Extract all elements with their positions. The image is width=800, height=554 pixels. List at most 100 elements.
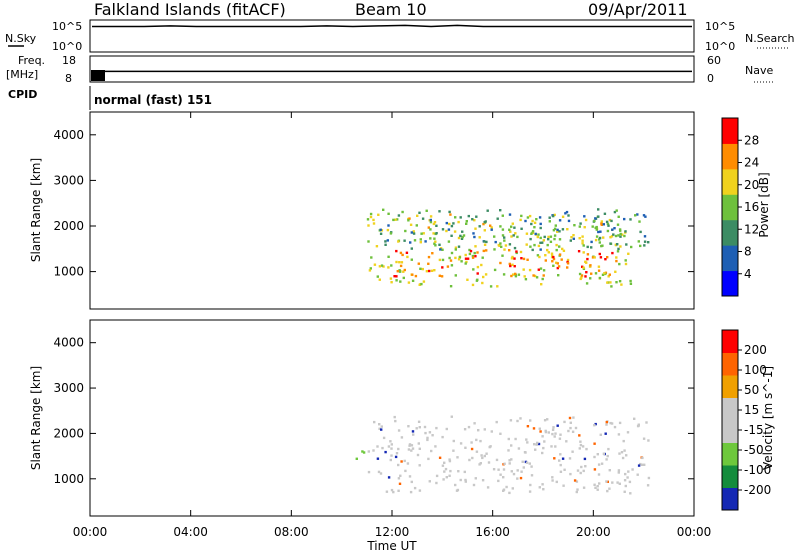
echo-cell: [613, 210, 617, 214]
echo-cell: [567, 219, 571, 223]
echo-cell: [502, 488, 506, 491]
echo-cell: [585, 447, 588, 451]
echo-cell: [475, 215, 478, 218]
echo-cell: [594, 238, 598, 242]
echo-cell: [448, 458, 451, 461]
velocity-yticks: 1000 2000 3000 4000: [53, 336, 694, 486]
echo-cell: [378, 423, 381, 426]
echo-cell: [585, 282, 589, 285]
echo-cell: [453, 230, 457, 233]
echo-cell: [544, 254, 547, 257]
echo-cell: [589, 277, 592, 280]
date-label: 09/Apr/2011: [588, 0, 688, 19]
echo-cell: [450, 264, 454, 267]
echo-cell: [638, 220, 641, 223]
echo-cell: [508, 462, 511, 465]
echo-cell: [623, 449, 626, 452]
echo-cell: [495, 458, 499, 462]
echo-cell: [411, 279, 415, 282]
echo-cell: [479, 462, 482, 465]
echo-cell: [553, 227, 557, 230]
echo-cell: [550, 252, 554, 255]
echo-cell: [503, 236, 506, 239]
echo-cell: [593, 442, 596, 445]
echo-cell: [492, 468, 496, 471]
echo-cell: [443, 470, 446, 473]
echo-cell: [521, 460, 524, 463]
echo-cell: [389, 277, 393, 280]
echo-cell: [637, 240, 640, 243]
echo-cell: [605, 480, 608, 483]
echo-cell: [582, 486, 586, 489]
echo-cell: [524, 451, 527, 454]
colorbar-swatch: [722, 118, 738, 144]
echo-cell: [408, 475, 412, 478]
echo-cell: [552, 214, 555, 218]
echo-cell: [562, 249, 566, 252]
echo-cell: [558, 230, 561, 233]
echo-cell: [533, 274, 537, 278]
echo-cell: [487, 461, 491, 464]
echo-cell: [598, 236, 602, 240]
echo-cell: [471, 256, 475, 259]
echo-cell: [457, 258, 461, 261]
echo-cell: [593, 424, 596, 427]
echo-cell: [435, 474, 439, 478]
echo-cell: [641, 456, 644, 460]
echo-cell: [510, 235, 513, 238]
colorbar-swatch: [722, 245, 738, 272]
xtick-label: 04:00: [173, 525, 208, 539]
echo-cell: [457, 236, 461, 240]
echo-cell: [608, 218, 612, 222]
echo-cell: [471, 456, 474, 460]
echo-cell: [440, 275, 444, 278]
echo-cell: [468, 248, 471, 252]
colorbar-swatch: [722, 270, 738, 297]
echo-cell: [603, 212, 607, 215]
echo-cell: [569, 472, 572, 476]
echo-cell: [615, 209, 618, 212]
echo-cell: [454, 216, 457, 219]
echo-cell: [561, 457, 565, 460]
echo-cell: [448, 222, 451, 226]
echo-cell: [421, 267, 424, 271]
colorbar-tick-label: -200: [744, 483, 771, 497]
echo-cell: [392, 218, 395, 222]
echo-cell: [556, 230, 559, 233]
echo-cell: [469, 249, 473, 253]
echo-cell: [617, 234, 620, 237]
echo-cell: [520, 227, 523, 230]
echo-cell: [394, 218, 397, 221]
echo-cell: [567, 214, 570, 217]
echo-cell: [586, 257, 589, 261]
echo-cell: [379, 472, 383, 475]
echo-cell: [501, 254, 504, 257]
echo-cell: [515, 251, 518, 255]
echo-cell: [565, 440, 568, 443]
echo-cell: [540, 283, 543, 286]
echo-cell: [607, 275, 610, 278]
echo-cell: [390, 281, 393, 284]
echo-cell: [448, 210, 451, 214]
echo-cell: [399, 280, 402, 283]
echo-cell: [604, 432, 607, 435]
echo-cell: [597, 215, 600, 218]
echo-cell: [515, 250, 518, 253]
echo-cell: [460, 237, 464, 240]
echo-cell: [372, 222, 376, 225]
echo-cell: [457, 470, 460, 473]
echo-cell: [586, 253, 590, 256]
freq-right-tick-bottom: 0: [707, 72, 714, 85]
colorbar-swatch: [722, 397, 738, 421]
echo-cell: [409, 241, 412, 244]
echo-cell: [460, 260, 463, 263]
echo-cell: [402, 270, 405, 273]
echo-cell: [510, 225, 513, 228]
echo-cell: [495, 420, 498, 424]
echo-cell: [576, 469, 580, 472]
echo-cell: [416, 453, 420, 457]
echo-cell: [394, 419, 397, 423]
echo-cell: [551, 479, 554, 482]
echo-cell: [542, 446, 545, 450]
echo-cell: [475, 279, 479, 282]
